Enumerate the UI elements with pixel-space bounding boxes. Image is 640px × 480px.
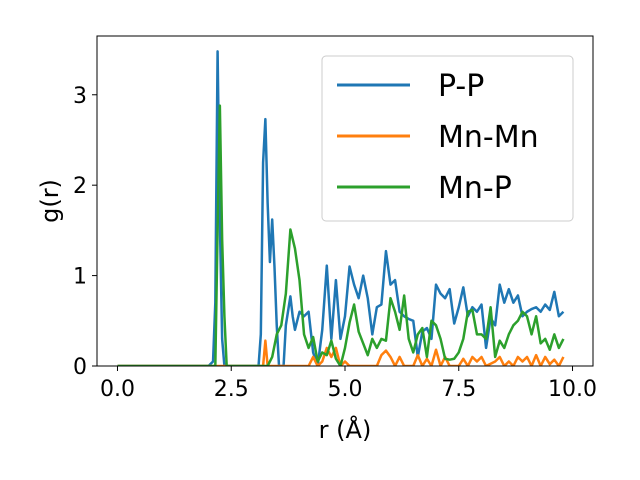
x-tick-label: 5.0: [328, 377, 363, 402]
legend-label-pp: P-P: [438, 69, 484, 104]
series-line-p-p: [117, 50, 565, 366]
x-tick-label: 7.5: [441, 377, 476, 402]
y-tick-label: 0: [73, 355, 87, 380]
ticks-layer: 0.0 2.5 5.0 7.5 10.0 0 1 2 3: [73, 84, 597, 402]
y-tick-label: 1: [73, 265, 87, 290]
x-tick-label: 0.0: [100, 377, 135, 402]
legend-label-mnmn: Mn-Mn: [438, 120, 539, 155]
series-layer: [117, 50, 565, 366]
legend: P-P Mn-Mn Mn-P: [321, 55, 574, 222]
series-line-mn-mn: [117, 339, 565, 366]
y-tick-label: 3: [73, 84, 87, 109]
legend-frame: [321, 55, 574, 222]
x-axis-label: r (Å): [319, 415, 372, 444]
y-tick-label: 2: [73, 174, 87, 199]
y-axis-label: g(r): [36, 179, 64, 223]
legend-label-mnp: Mn-P: [438, 171, 512, 206]
x-tick-label: 10.0: [548, 377, 597, 402]
x-tick-label: 2.5: [214, 377, 249, 402]
series-line-mn-p: [117, 104, 565, 366]
